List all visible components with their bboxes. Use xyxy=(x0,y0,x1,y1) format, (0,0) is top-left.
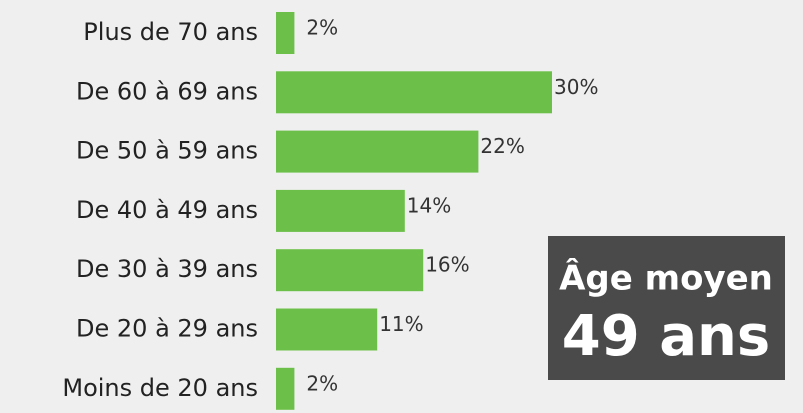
category-label: Moins de 20 ans xyxy=(62,374,258,402)
bar xyxy=(276,249,424,292)
category-label: De 40 à 49 ans xyxy=(76,196,258,224)
category-label: Plus de 70 ans xyxy=(83,18,258,46)
bar xyxy=(276,71,552,114)
value-label: 16% xyxy=(425,253,469,277)
category-label: De 30 à 39 ans xyxy=(76,255,258,283)
value-label: 30% xyxy=(554,75,598,99)
value-label: 22% xyxy=(480,134,524,158)
bar xyxy=(276,12,295,54)
bar xyxy=(276,308,378,351)
annotation-title: Âge moyen xyxy=(559,258,773,299)
value-label: 2% xyxy=(306,371,338,395)
bar xyxy=(276,367,295,410)
annotation-box xyxy=(548,236,785,380)
category-label: De 20 à 29 ans xyxy=(76,315,258,343)
value-label: 2% xyxy=(306,16,338,40)
category-label: De 60 à 69 ans xyxy=(76,77,258,105)
category-label: De 50 à 59 ans xyxy=(76,137,258,165)
bar xyxy=(276,189,405,232)
value-label: 14% xyxy=(407,193,451,217)
value-label: 11% xyxy=(379,312,423,336)
annotation-value: 49 ans xyxy=(562,304,770,369)
bar xyxy=(276,130,479,173)
